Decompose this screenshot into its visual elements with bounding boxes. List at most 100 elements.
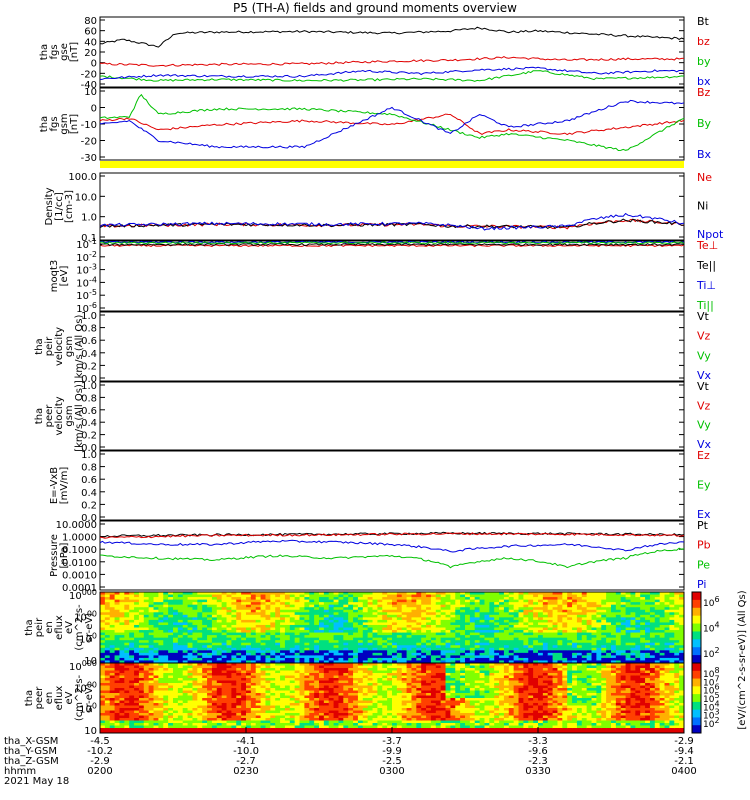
heatmap-cell <box>265 693 271 696</box>
heatmap-cell <box>450 614 456 618</box>
heatmap-cell <box>148 708 155 711</box>
heatmap-cell <box>411 594 417 598</box>
heatmap-cell <box>528 627 534 631</box>
heatmap-cell <box>606 632 612 636</box>
heatmap-cell <box>182 680 189 684</box>
heatmap-cell <box>635 597 641 601</box>
heatmap-cell <box>241 617 247 621</box>
heatmap-cell <box>538 652 544 656</box>
heatmap-cell <box>231 609 237 613</box>
heatmap-cell <box>328 673 335 676</box>
heatmap-cell <box>518 622 524 626</box>
heatmap-cell <box>494 632 500 636</box>
heatmap-cell <box>338 614 344 618</box>
heatmap-cell <box>289 612 296 616</box>
heatmap-cell <box>654 657 661 661</box>
heatmap-cell <box>158 723 164 726</box>
heatmap-cell <box>630 635 636 639</box>
heatmap-cell <box>562 635 568 639</box>
heatmap-cell <box>601 655 607 659</box>
heatmap-cell <box>284 670 291 674</box>
heatmap-cell <box>547 660 554 664</box>
heatmap-cell <box>275 637 281 641</box>
heatmap-cell <box>280 630 286 634</box>
heatmap-cell <box>265 720 271 724</box>
heatmap-cell <box>640 632 646 636</box>
heatmap-cell <box>664 652 670 656</box>
heatmap-cell <box>596 619 602 623</box>
heatmap-cell <box>640 594 646 598</box>
heatmap-cell <box>211 609 218 613</box>
heatmap-cell <box>620 650 627 654</box>
heatmap-cell <box>265 660 271 664</box>
heatmap-cell <box>319 602 325 606</box>
heatmap-cell <box>216 630 223 634</box>
heatmap-cell <box>289 647 296 651</box>
heatmap-cell <box>187 683 193 686</box>
heatmap-cell <box>503 630 510 634</box>
heatmap-cell <box>606 624 612 628</box>
heatmap-cell <box>523 622 529 626</box>
heatmap-cell <box>163 630 169 634</box>
heatmap-cell <box>138 665 145 669</box>
heatmap-cell <box>586 660 593 664</box>
heatmap-cell <box>396 594 403 598</box>
heatmap-cell <box>153 637 159 641</box>
heatmap-cell <box>114 665 120 669</box>
heatmap-cell <box>513 645 520 649</box>
heatmap-cell <box>469 614 476 618</box>
heatmap-cell <box>353 624 359 628</box>
heatmap-cell <box>557 630 563 634</box>
heatmap-cell <box>168 617 174 621</box>
heatmap-cell <box>148 670 155 674</box>
heatmap-cell <box>168 594 174 598</box>
heatmap-cell <box>533 660 539 664</box>
heatmap-cell <box>615 657 622 661</box>
heatmap-cell <box>426 607 432 611</box>
heatmap-cell <box>649 614 656 618</box>
heatmap-cell <box>460 604 466 608</box>
heatmap-cell <box>250 725 257 729</box>
heatmap-cell <box>153 617 159 621</box>
heatmap-cell <box>153 632 159 636</box>
heatmap-cell <box>182 728 189 731</box>
heatmap-cell <box>304 703 310 706</box>
heatmap-cell <box>309 604 315 608</box>
heatmap-cell <box>508 609 515 613</box>
heatmap-cell <box>426 617 432 621</box>
heatmap-cell <box>596 657 602 661</box>
heatmap-cell <box>255 670 262 674</box>
heatmap-cell <box>474 592 481 596</box>
heatmap-cell <box>207 647 213 651</box>
heatmap-cell <box>207 675 213 679</box>
heatmap-cell <box>270 678 276 681</box>
heatmap-cell <box>294 614 301 618</box>
heatmap-cell <box>221 693 228 696</box>
heatmap-cell <box>289 632 296 636</box>
heatmap-cell <box>640 614 646 618</box>
heatmap-cell <box>469 657 476 661</box>
heatmap-cell <box>654 617 661 621</box>
heatmap-cell <box>319 713 325 716</box>
heatmap-cell <box>187 635 193 639</box>
heatmap-cell <box>333 657 339 661</box>
heatmap-cell <box>173 635 179 639</box>
heatmap-cell <box>601 599 607 603</box>
heatmap-cell <box>406 635 412 639</box>
heatmap-cell <box>197 695 203 699</box>
heatmap-cell <box>309 650 315 654</box>
heatmap-cell <box>411 635 417 639</box>
heatmap-cell <box>484 645 490 649</box>
heatmap-cell <box>309 710 315 714</box>
heatmap-cell <box>275 715 281 719</box>
heatmap-cell <box>654 630 661 634</box>
heatmap-cell <box>406 622 412 626</box>
heatmap-cell <box>362 597 369 601</box>
heatmap-cell <box>538 604 544 608</box>
heatmap-cell <box>177 652 184 656</box>
heatmap-cell <box>620 617 627 621</box>
heatmap-cell <box>192 624 198 628</box>
heatmap-cell <box>440 655 447 659</box>
heatmap-cell <box>260 660 266 664</box>
heatmap-cell <box>255 675 262 679</box>
